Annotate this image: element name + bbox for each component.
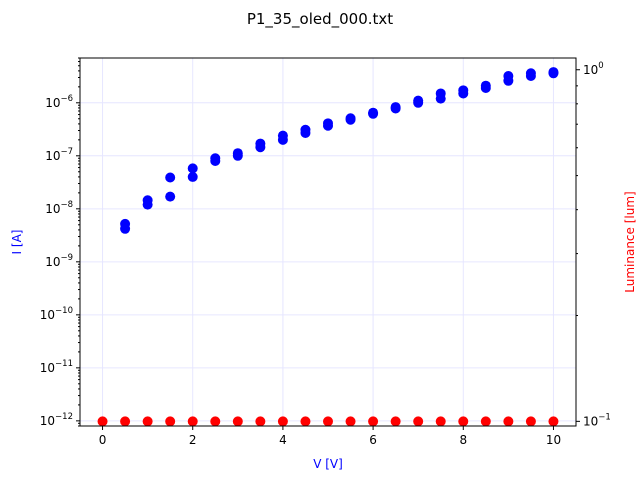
current-point: [435, 88, 446, 99]
chart-title: P1_35_oled_000.txt: [247, 10, 393, 29]
luminance-point: [413, 416, 424, 427]
luminance-point: [390, 416, 401, 427]
y-right-tick-label: 100: [583, 61, 604, 77]
x-tick-label: 10: [546, 433, 561, 447]
y-left-tick-label: 10−6: [45, 94, 73, 110]
x-tick-label: 8: [459, 433, 467, 447]
luminance-point: [210, 416, 221, 427]
current-point: [548, 67, 559, 78]
current-point: [390, 102, 401, 113]
current-point: [503, 71, 514, 82]
x-tick-label: 4: [279, 433, 287, 447]
current-point: [300, 124, 311, 135]
luminance-point: [232, 416, 243, 427]
current-point: [413, 95, 424, 106]
luminance-point: [120, 416, 131, 427]
y-left-tick-label: 10−8: [45, 200, 73, 216]
x-axis-label: V [V]: [313, 457, 343, 471]
luminance-point: [165, 416, 176, 427]
luminance-point: [525, 416, 536, 427]
luminance-point: [548, 416, 559, 427]
y-axis-right-label: Luminance [lum]: [623, 191, 637, 292]
luminance-point: [503, 416, 514, 427]
y-axis-right: 10−1 100: [576, 61, 611, 428]
luminance-point: [345, 416, 356, 427]
luminance-point: [255, 416, 266, 427]
current-point: [323, 118, 333, 129]
current-point: [458, 85, 469, 96]
y-axis-left: 10−12 10−11 10−10 10−9 10−8 10−7 10−6: [40, 57, 80, 428]
luminance-point: [368, 416, 379, 427]
current-point: [187, 171, 198, 182]
luminance-point: [187, 416, 198, 427]
luminance-point: [480, 416, 491, 427]
current-point: [345, 113, 356, 124]
current-point: [480, 80, 491, 91]
luminance-point: [277, 416, 288, 427]
luminance-point: [458, 416, 469, 427]
luminance-point: [435, 416, 446, 427]
y-left-tick-label: 10−10: [40, 306, 73, 322]
current-point: [165, 172, 176, 183]
grid-layer: [80, 58, 576, 426]
x-tick-label: 6: [369, 433, 377, 447]
luminance-point: [323, 416, 333, 427]
plot-frame: [79, 57, 577, 427]
x-tick-label: 0: [99, 433, 107, 447]
luminance-point: [97, 416, 108, 427]
x-axis: 0 2 4 6 8 10: [99, 426, 561, 447]
current-point: [120, 218, 131, 229]
current-point: [165, 191, 176, 202]
y-left-tick-label: 10−7: [45, 147, 73, 163]
luminance-point: [300, 416, 311, 427]
y-left-tick-label: 10−12: [40, 412, 73, 428]
y-left-tick-label: 10−9: [45, 253, 73, 269]
x-tick-label: 2: [189, 433, 197, 447]
y-left-tick-label: 10−11: [40, 359, 73, 375]
current-point: [368, 107, 379, 118]
current-point: [525, 68, 536, 79]
current-point: [255, 138, 266, 149]
y-right-tick-label: 10−1: [583, 412, 611, 428]
current-point: [232, 148, 243, 159]
luminance-point: [142, 416, 153, 427]
current-point: [277, 130, 288, 141]
current-point: [142, 195, 153, 206]
series-layer: [97, 67, 559, 427]
current-point: [187, 163, 198, 174]
y-axis-left-label: I [A]: [10, 230, 24, 255]
current-point: [210, 153, 221, 164]
